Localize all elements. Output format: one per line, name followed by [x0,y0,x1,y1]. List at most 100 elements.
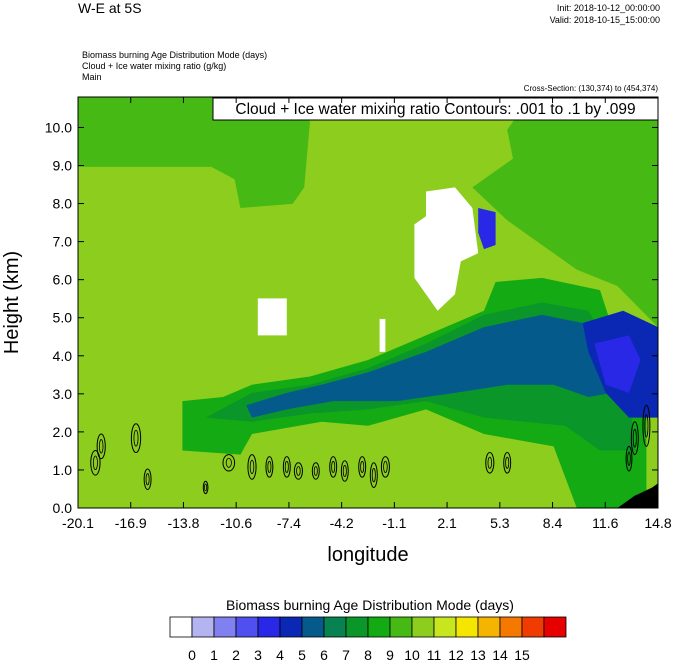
contour-line-inner [145,473,150,486]
cloud-contours [90,404,651,495]
contour-line [358,456,367,478]
colorbar-swatch [235,616,259,638]
field-label-biomass: Biomass burning Age Distribution Mode (d… [82,50,268,60]
field-list: Biomass burning Age Distribution Mode (d… [82,50,267,83]
colorbar: 0 1 2 3 4 5 6 7 8 9 10 11 12 13 14 15 [169,616,567,663]
contour-line-inner [371,467,376,483]
contour-line-inner [133,429,139,447]
colorbar-label: 8 [364,647,372,663]
field-label-cloud: Cloud + Ice water mixing ratio (g/kg) [82,61,227,71]
y-tick-label: 1.0 [53,462,73,478]
contour-line [329,456,338,478]
colorbar-swatch [191,616,215,638]
x-tick-label: -13.8 [167,515,199,531]
fill-white-top [414,187,479,311]
colorbar-label: 12 [448,647,464,663]
contour-line-inner [267,460,272,473]
contour-line-inner [383,460,388,473]
contour-line [282,456,291,478]
contour-line-inner [92,455,98,470]
y-tick-label: 0.0 [53,500,73,516]
heatmap-fill [78,97,658,508]
terrain-patch [617,483,658,508]
y-tick-label: 4.0 [53,348,73,364]
colorbar-label: 10 [404,647,420,663]
x-tick-label: -7.4 [277,515,301,531]
field-label-main: Main [82,72,102,82]
colorbar-swatch [411,616,435,638]
contour-line [90,449,101,476]
colorbar-swatch [455,616,479,638]
contour-line [202,480,209,495]
x-tick-label: -16.9 [115,515,147,531]
colorbar-label: 5 [298,647,306,663]
colorbar-swatch [477,616,501,638]
colorbar-label: 0 [188,647,196,663]
y-axis-label: Height (km) [1,251,23,354]
x-tick-label: -20.1 [62,515,94,531]
contour-line [340,460,349,482]
x-tick-label: -4.2 [330,515,354,531]
contour-line [503,452,512,474]
colorbar-swatch [521,616,545,638]
contour-line [222,454,236,472]
colorbar-swatch [213,616,237,638]
x-axis-label: longitude [327,544,408,566]
contour-label-box [212,97,659,121]
colorbar-swatch [169,616,193,638]
contour-line [293,462,303,480]
valid-time: Valid: 2018-10-15_15:00:00 [549,15,660,25]
fill-blue-small [478,207,496,250]
colorbar-swatch [257,616,281,638]
colorbar-title: Biomass burning Age Distribution Mode (d… [226,597,514,613]
y-tick-label: 3.0 [53,386,73,402]
init-time: Init: 2018-10-12_00:00:00 [556,3,660,13]
colorbar-swatch [433,616,457,638]
colorbar-swatch [389,616,413,638]
time-info: Init: 2018-10-12_00:00:00 Valid: 2018-10… [550,2,660,26]
y-tick-label: 6.0 [53,272,73,288]
colorbar-swatch [345,616,369,638]
colorbar-label: 4 [276,647,284,663]
y-tick-label: 2.0 [53,424,73,440]
contour-line [311,462,320,480]
contour-line [642,404,651,447]
contour-line-inner [98,439,104,454]
colorbar-swatch [279,616,303,638]
contour-line-inner [505,456,510,469]
colorbar-swatch [499,616,523,638]
contour-line-inner [204,483,208,492]
y-tick-label: 7.0 [53,234,73,250]
contour-line-inner [225,457,232,468]
chart-title: W-E at 5S [78,0,142,16]
contour-line-inner [284,460,289,473]
y-tick-label: 8.0 [53,196,73,212]
x-tick-label: 8.4 [543,515,563,531]
colorbar-label: 2 [232,647,240,663]
fill-bright-blue-right [594,335,641,393]
colorbar-swatch [367,616,391,638]
contour-line-inner [360,460,365,473]
contour-line [625,445,633,472]
colorbar-label: 9 [386,647,394,663]
fill-upper-right [472,97,658,328]
x-tick-label: 2.1 [437,515,457,531]
contour-line [380,456,390,478]
colorbar-swatch [323,616,347,638]
y-tick-label: 10.0 [45,119,72,135]
contour-line [96,433,106,460]
fill-teal-band [246,314,612,418]
colorbar-swatch [301,616,325,638]
contour-line-inner [342,464,347,478]
contour-line-inner [331,460,336,473]
contour-line-inner [249,459,255,475]
contour-line-inner [313,466,318,476]
colorbar-swatch [543,616,567,638]
contour-line-inner [627,451,631,466]
cross-section-label: Cross-Section: (130,374) to (454,374) [523,84,658,93]
x-tick-label: -10.6 [220,515,252,531]
contour-line [369,462,378,488]
contour-line-inner [296,466,301,476]
contour-line [485,452,495,474]
